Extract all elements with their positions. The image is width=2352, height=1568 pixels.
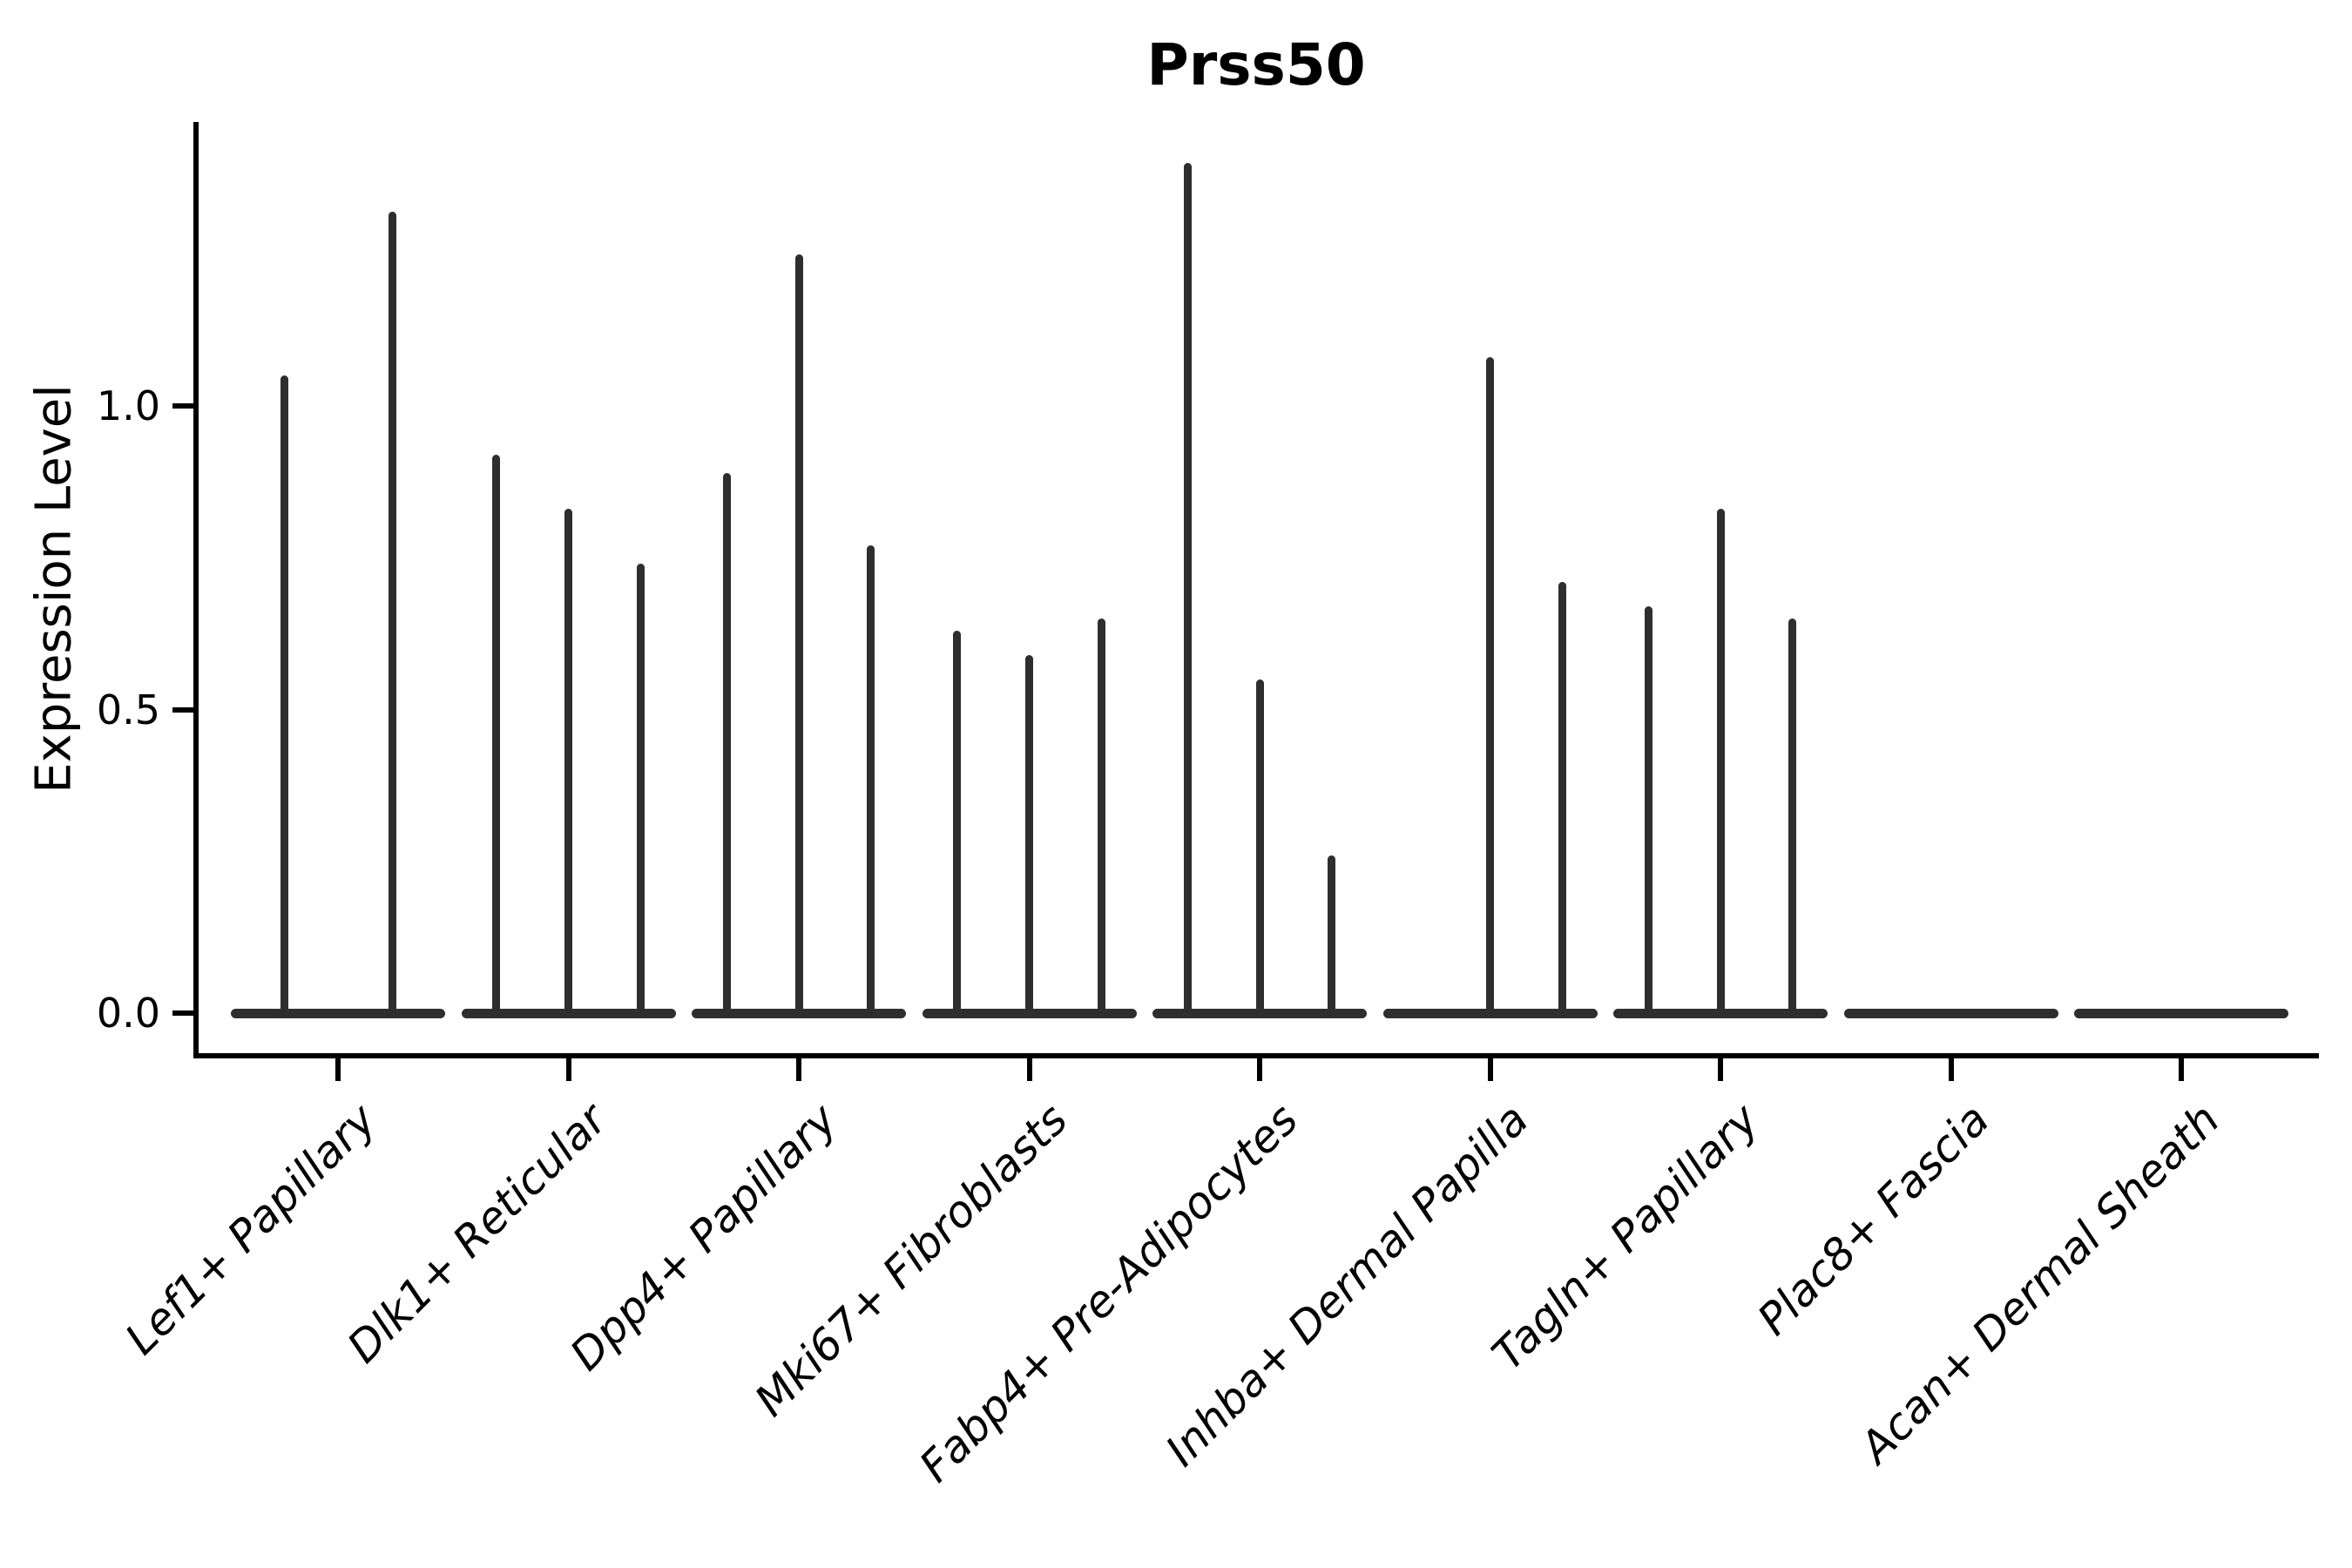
chart-title: Prss50 [1146, 31, 1366, 98]
violin-spike [280, 375, 288, 1017]
y-tick-label: 0.5 [96, 686, 160, 733]
violin-spike [1716, 509, 1725, 1017]
y-tick-mark [172, 1010, 196, 1016]
x-tick-mark [1257, 1058, 1262, 1081]
violin-spike [1183, 163, 1192, 1017]
x-tick-mark [1718, 1058, 1723, 1081]
violin-spike [1644, 606, 1652, 1017]
violin-spike [1025, 654, 1033, 1017]
violin-spike [1328, 855, 1336, 1017]
x-tick-label: Dlk1+ Reticular [337, 1094, 617, 1373]
x-tick-mark [1026, 1058, 1032, 1081]
violin-base [1843, 1009, 2058, 1018]
violin-spike [1097, 618, 1105, 1017]
violin-spike [867, 545, 875, 1017]
violin-spike [636, 564, 645, 1017]
x-axis-spine [193, 1053, 2319, 1058]
violin-spike [564, 509, 572, 1017]
y-tick-mark [172, 403, 196, 409]
violin-spike [1255, 679, 1264, 1017]
violin-base [231, 1009, 445, 1018]
x-tick-mark [565, 1058, 571, 1081]
violin-base [2074, 1009, 2288, 1018]
violin-spike [1788, 618, 1797, 1017]
violin-spike [388, 211, 396, 1017]
y-tick-mark [172, 706, 196, 713]
violin-spike [492, 454, 501, 1017]
violin-spike [1558, 582, 1566, 1017]
y-axis-spine [193, 122, 199, 1058]
y-tick-label: 1.0 [96, 382, 160, 429]
y-tick-label: 0.0 [96, 990, 160, 1037]
x-tick-mark [335, 1058, 341, 1081]
x-tick-mark [1948, 1058, 1954, 1081]
violin-spike [794, 253, 803, 1017]
x-tick-mark [2179, 1058, 2184, 1081]
violin-spike [1486, 357, 1494, 1017]
x-tick-mark [796, 1058, 801, 1081]
violin-spike [953, 630, 962, 1017]
x-tick-mark [1487, 1058, 1493, 1081]
violin-spike [722, 472, 731, 1017]
